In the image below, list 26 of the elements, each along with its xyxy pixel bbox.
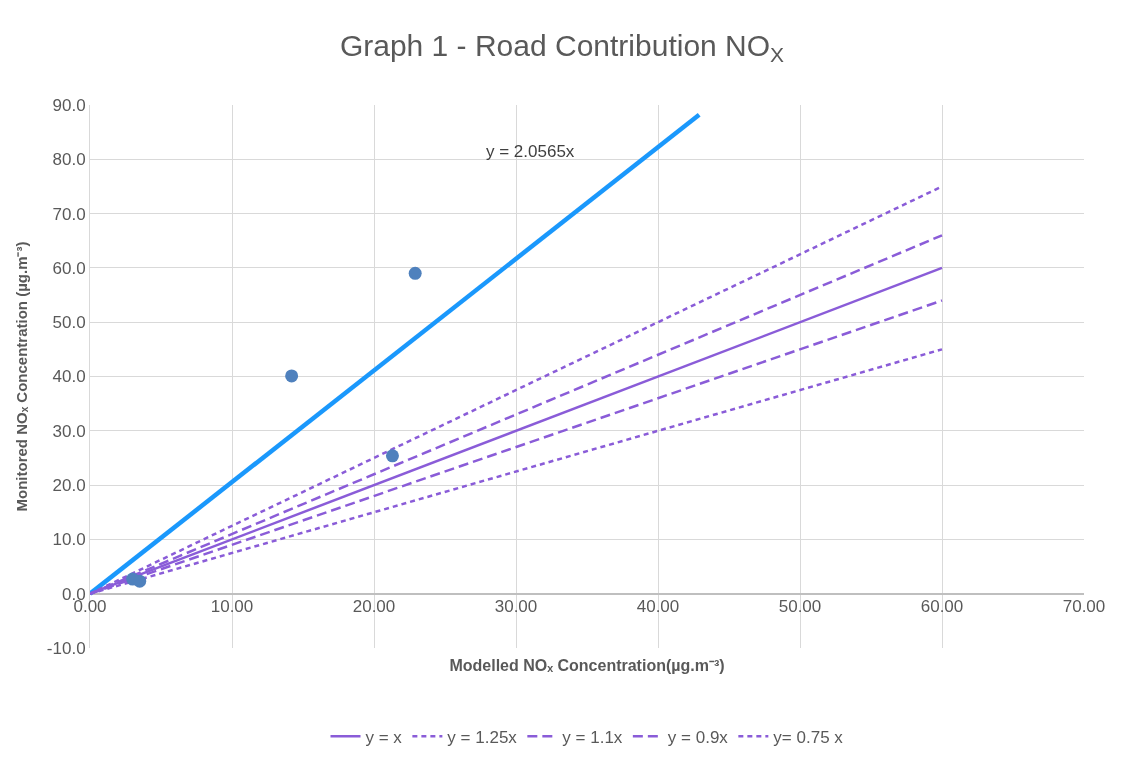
y-tick-label: -10.0: [46, 638, 86, 658]
legend-label: y= 0.75 x: [773, 727, 844, 747]
x-tick-label: 50.00: [778, 596, 822, 616]
x-tick-label: 70.00: [1062, 596, 1106, 616]
y-tick-label: 80.0: [52, 150, 86, 170]
chart-title: Graph 1 - Road Contribution NO$_{X}$: [339, 28, 785, 66]
x-axis-title: Modelled NOₓ Concentration(µg.m⁻³): [449, 657, 725, 675]
x-tick-label: 10.00: [210, 596, 254, 616]
x-tick-label: 60.00: [920, 596, 964, 616]
y-axis-title: Monitored NOₓ Concentration (µg.m⁻³): [13, 241, 31, 512]
legend-label: y = x: [365, 727, 403, 747]
legend-label: y = 1.25x: [447, 727, 518, 747]
y-tick-label: 70.0: [52, 204, 86, 224]
y-tick-label: 20.0: [52, 476, 86, 496]
annotation: y = 2.0565x: [486, 142, 575, 161]
y-tick-label: 90.0: [52, 95, 86, 115]
x-tick-label: 30.00: [494, 596, 538, 616]
y-tick-label: 50.0: [52, 313, 86, 333]
y-tick-label: 60.0: [52, 258, 86, 278]
x-tick-label: 40.00: [636, 596, 680, 616]
y-tick-label: 40.0: [52, 367, 86, 387]
y-tick-label: 30.0: [52, 421, 86, 441]
legend-label: y = 0.9x: [667, 727, 729, 747]
legend-label: y = 1.1x: [562, 727, 623, 747]
y-tick-label: 10.0: [52, 530, 86, 550]
x-tick-label: 20.00: [352, 596, 396, 616]
